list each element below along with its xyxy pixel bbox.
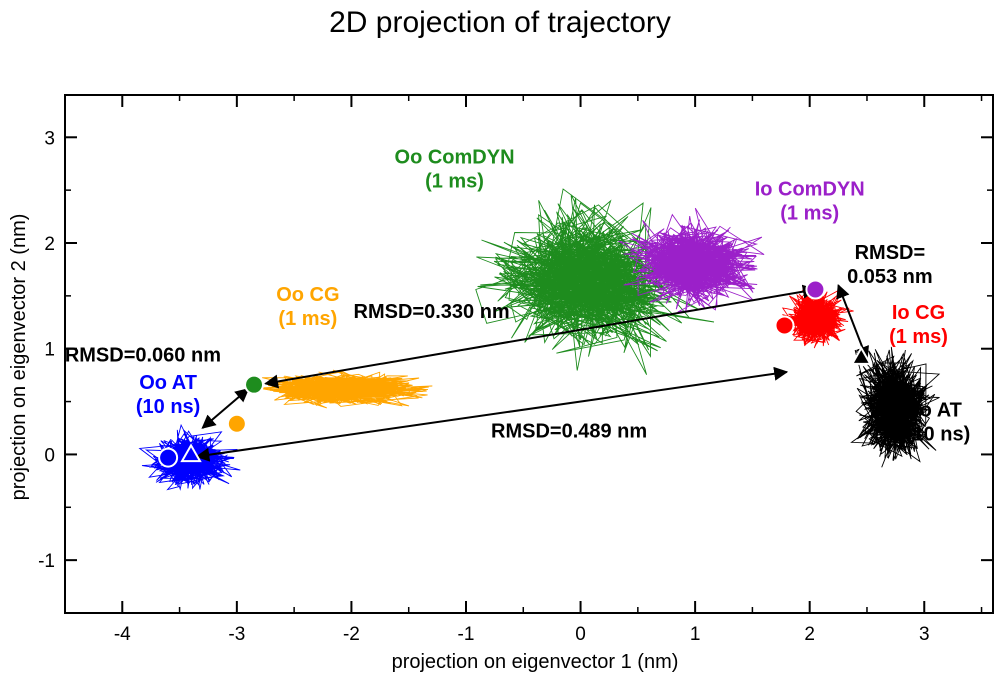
annotation-4: Io CG (1 ms): [889, 302, 948, 348]
x-axis-label: projection on eigenvector 1 (nm): [392, 651, 679, 673]
chart-title: 2D projection of trajectory: [329, 6, 671, 39]
annotation-0: Oo ComDYN (1 ms): [395, 147, 515, 193]
triangle-marker-6: [850, 346, 872, 365]
y-tick-label: 2: [44, 234, 55, 255]
x-tick-label: -4: [114, 624, 131, 645]
annotation-8: RMSD= 0.053 nm: [847, 242, 933, 288]
annotations: Oo ComDYN (1 ms) Io ComDYN (1 ms) Oo CG (1 ms…: [65, 147, 970, 446]
annotation-3: Oo AT (10 ns): [136, 372, 200, 418]
y-axis-label: projection on eigenvector 2 (nm): [8, 214, 30, 501]
y-tick-label: 1: [44, 340, 55, 361]
annotation-1: Io ComDYN (1 ms): [755, 178, 865, 224]
reference-markers: [158, 279, 872, 468]
trajectory-series-1: [618, 207, 765, 313]
x-tick-label: 3: [919, 624, 930, 645]
circle-marker-5: [805, 279, 826, 300]
x-tick-label: -1: [458, 624, 475, 645]
annotation-7: RMSD=0.330 nm: [354, 301, 510, 323]
rmsd-arrow-2: [836, 283, 869, 361]
x-tick-label: -2: [343, 624, 360, 645]
rmsd-arrow-3: [195, 366, 789, 462]
circle-marker-4: [774, 315, 795, 336]
x-tick-label: 2: [804, 624, 815, 645]
annotation-5: Io AT (10 ns): [906, 399, 970, 445]
circle-marker-0: [158, 447, 179, 468]
x-axis-ticks: -4 -3 -2 -1 0 1 2 3: [64, 95, 983, 645]
y-tick-label: -1: [38, 551, 55, 572]
circle-marker-3: [244, 374, 265, 395]
x-tick-label: 1: [690, 624, 701, 645]
y-tick-label: 0: [44, 445, 55, 466]
annotation-2: Oo CG (1 ms): [276, 284, 339, 330]
rmsd-arrows: [195, 283, 869, 462]
trajectory-series-2: [258, 369, 433, 409]
y-tick-label: 3: [44, 128, 55, 149]
x-tick-label: 0: [575, 624, 586, 645]
y-axis-ticks: -1 0 1 2 3: [38, 128, 993, 614]
trajectory-series-5: [850, 346, 941, 468]
annotation-9: RMSD=0.489 nm: [491, 421, 647, 443]
plot-frame: [64, 94, 994, 614]
triangle-marker-1: [180, 443, 202, 463]
annotation-6: RMSD=0.060 nm: [65, 344, 221, 366]
x-tick-label: -3: [228, 624, 245, 645]
trajectory-traces: [138, 188, 941, 491]
circle-marker-2: [226, 413, 247, 434]
